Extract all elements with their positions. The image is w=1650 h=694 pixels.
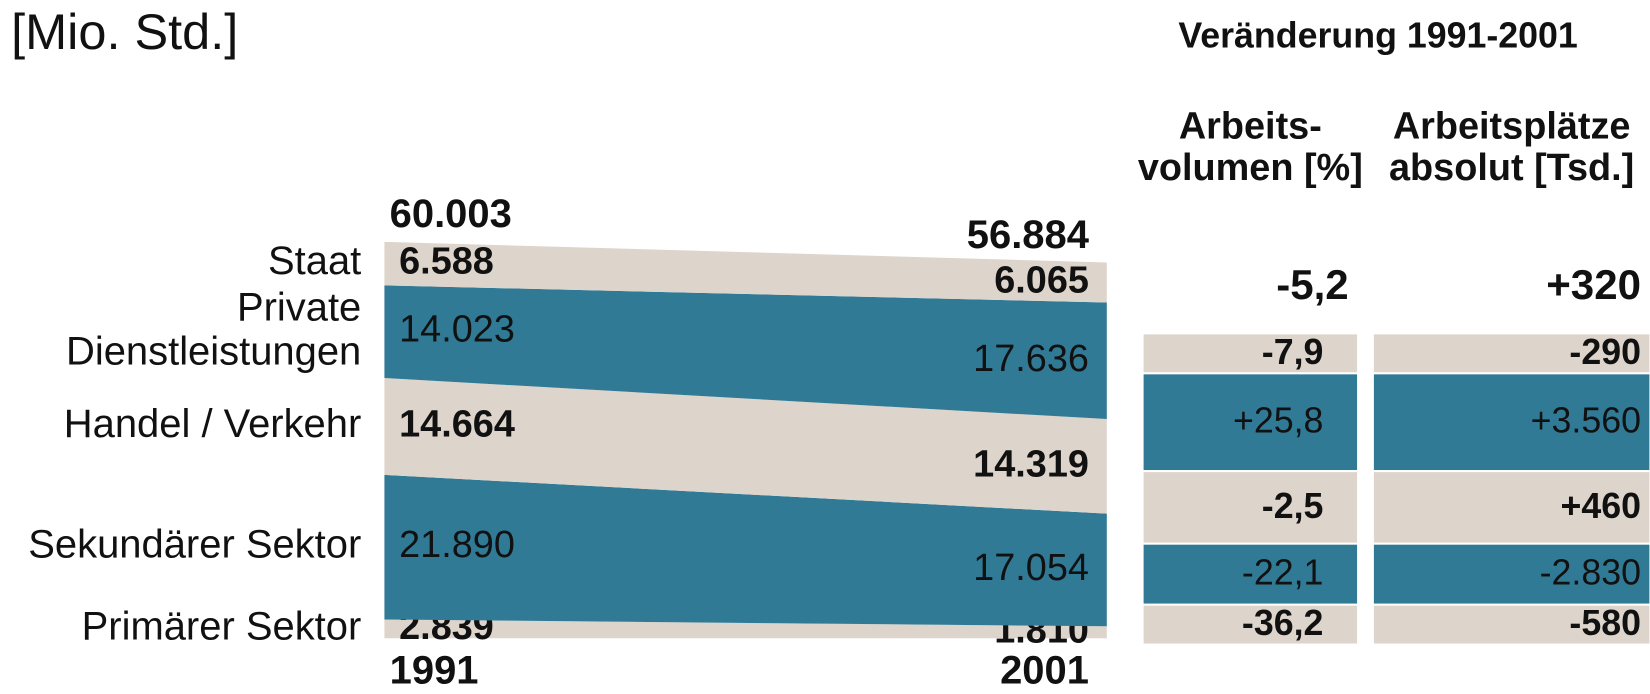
change-value: -2.830 [1540,553,1641,593]
total-label: 60.003 [390,192,512,236]
band [384,285,1107,420]
column-header: Arbeitsplätze absolut [Tsd.] [1389,105,1634,189]
change-title: Veränderung 1991-2001 [1178,15,1577,55]
total-change: -5,2 [1276,261,1348,308]
change-value: -580 [1569,603,1641,643]
change-cell [1143,334,1358,373]
change-value: +3.560 [1531,401,1641,441]
series-label: Private Dienstleistungen [66,285,361,373]
value-label: 17.054 [973,547,1089,589]
total-change: +320 [1546,261,1641,308]
change-value: -22,1 [1242,553,1324,593]
year-label: 2001 [1000,649,1089,693]
change-cell [1143,374,1358,471]
value-label: 6.065 [994,259,1089,301]
change-value: -290 [1569,332,1641,372]
change-value: -2,5 [1262,486,1324,526]
band [384,474,1107,627]
change-value: -36,2 [1242,603,1324,643]
total-label: 56.884 [967,213,1089,257]
change-value: -7,9 [1262,332,1324,372]
change-cell [1143,544,1358,604]
value-label: 14.664 [399,403,515,445]
change-cell [1373,334,1650,373]
series-label: Primärer Sektor [82,604,362,648]
value-label: 14.319 [973,443,1089,485]
value-label: 17.636 [973,338,1089,380]
chart-title: [Mio. Std.] [11,3,238,60]
change-cell [1373,605,1650,644]
value-label: 21.890 [399,524,515,566]
change-cell [1373,472,1650,543]
value-label: 14.023 [399,309,515,351]
band [384,241,1107,303]
column-header: Arbeits-volumen [%] [1138,105,1363,189]
change-cell [1373,374,1650,471]
band [384,378,1107,514]
change-cell [1373,544,1650,604]
change-value: +25,8 [1233,401,1323,441]
year-label: 1991 [390,649,479,693]
change-cell [1143,605,1358,644]
series-label: Sekundärer Sektor [28,523,361,567]
change-cell [1143,472,1358,543]
change-value: +460 [1560,486,1641,526]
series-label: Handel / Verkehr [64,402,361,446]
value-label: 6.588 [399,241,494,283]
series-label: Staat [268,239,361,283]
band [384,619,1107,639]
